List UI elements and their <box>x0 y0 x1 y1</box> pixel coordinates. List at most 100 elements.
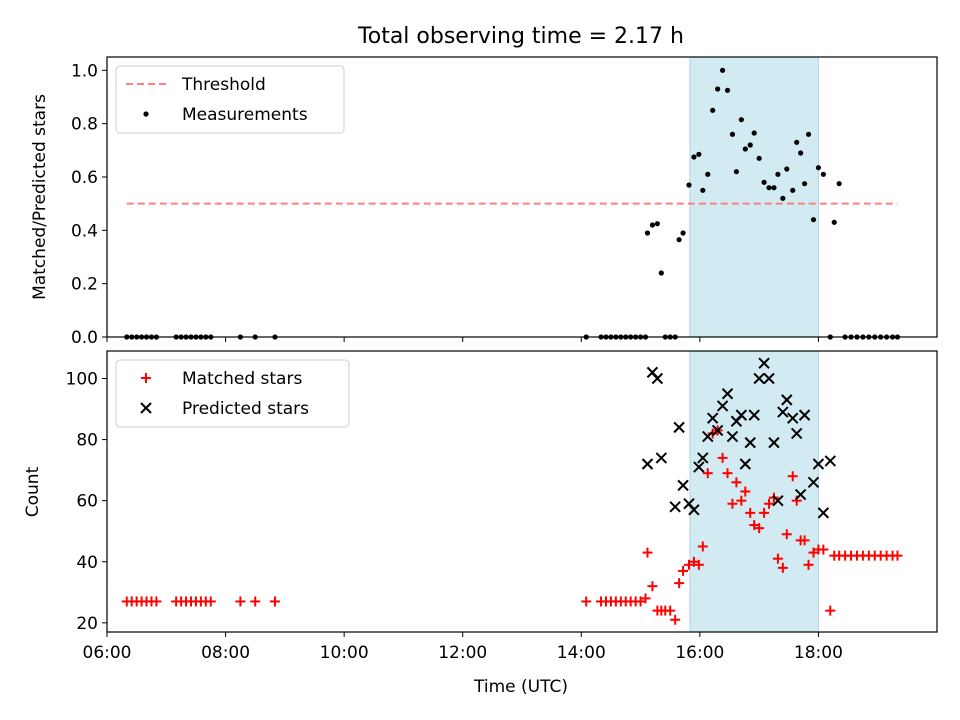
x-diag-2 <box>739 458 752 470</box>
legend-predicted-marker <box>140 402 152 414</box>
predicted-point <box>753 372 765 385</box>
top-y-tick-label: 0.4 <box>71 221 98 241</box>
x-tick-label: 08:00 <box>201 643 250 663</box>
x-diag-2 <box>688 504 700 516</box>
matched-point <box>781 529 792 540</box>
x-diag-2 <box>693 461 705 473</box>
measurement-point <box>738 117 744 123</box>
matched-point <box>727 498 738 509</box>
measurement-point <box>705 171 711 177</box>
bottom-y-tick-label: 20 <box>76 614 98 634</box>
top-y-tick-label: 0.0 <box>71 328 98 348</box>
bottom-y-tick-label: 60 <box>76 492 98 512</box>
x-diag-2 <box>706 412 719 424</box>
matched-point <box>759 507 770 518</box>
predicted-point <box>693 461 705 473</box>
measurement-point <box>798 150 804 156</box>
matched-point <box>250 596 261 607</box>
matched-point <box>787 471 798 482</box>
matched-point <box>803 559 814 570</box>
bottom-axes-frame <box>106 350 938 633</box>
measurement-point <box>724 87 731 93</box>
x-diag-2 <box>794 488 807 501</box>
measurement-point <box>780 195 786 201</box>
matched-point <box>825 605 836 616</box>
predicted-point <box>651 372 664 385</box>
matched-point <box>640 593 651 604</box>
predicted-point <box>812 458 825 470</box>
x-diag-2 <box>669 501 681 513</box>
predicted-point <box>824 455 836 467</box>
predicted-point <box>748 409 760 421</box>
bottom-y-axis-label: Count <box>23 466 43 517</box>
measurement-point <box>820 171 826 177</box>
measurement-point <box>680 230 686 236</box>
predicted-point <box>817 507 830 519</box>
measurement-point <box>790 187 796 193</box>
x-diag-2 <box>758 357 770 369</box>
x-tick-label: 18:00 <box>794 643 843 663</box>
x-diag-2 <box>641 458 654 470</box>
x-diag-2 <box>716 400 729 412</box>
x-tick-label: 10:00 <box>320 643 369 663</box>
predicted-point <box>781 394 793 406</box>
predicted-point <box>794 488 807 501</box>
matched-point <box>702 468 713 479</box>
top-y-tick-label: 0.2 <box>71 275 98 295</box>
x-diag-2 <box>807 476 820 489</box>
bottom-y-tick-label: 40 <box>76 553 98 573</box>
predicted-point <box>669 501 681 513</box>
x-diag-2 <box>702 430 714 443</box>
predicted-point <box>655 452 668 464</box>
bottom-series-matched-stars <box>121 425 903 625</box>
matched-point <box>697 541 708 552</box>
top-y-tick-label: 0.8 <box>71 115 98 135</box>
x-diag-2 <box>777 406 789 418</box>
measurement-point <box>658 270 664 276</box>
x-tick-label: 14:00 <box>557 643 606 663</box>
x-diag-2 <box>677 479 689 492</box>
measurement-point <box>644 230 651 236</box>
bottom-y-tick-label: 80 <box>76 431 98 451</box>
legend-label: Measurements <box>182 105 308 125</box>
predicted-point <box>763 372 775 385</box>
predicted-point <box>673 421 685 434</box>
measurement-point <box>815 165 822 171</box>
measurement-point <box>805 131 812 137</box>
measurement-point <box>801 181 808 187</box>
matched-point <box>674 578 685 589</box>
x-diag-2 <box>798 409 811 421</box>
matched-point <box>269 596 280 607</box>
measurement-point <box>831 219 837 225</box>
measurement-point <box>729 131 736 137</box>
matched-point <box>892 550 903 561</box>
measurement-point <box>654 221 660 227</box>
top-y-tick-label: 1.0 <box>71 61 98 81</box>
legend-measurement-marker <box>143 111 149 117</box>
measurement-point <box>784 166 790 172</box>
predicted-point <box>744 436 756 449</box>
measurement-point <box>719 67 726 73</box>
x-diag-2 <box>683 498 695 510</box>
measurement-point <box>747 142 753 148</box>
matched-point <box>799 535 810 546</box>
predicted-point <box>772 494 784 507</box>
matched-point <box>670 614 681 625</box>
legend-box <box>115 359 350 428</box>
predicted-point <box>697 452 709 464</box>
matched-point <box>642 547 653 558</box>
measurement-point <box>775 171 781 177</box>
x-diag-2 <box>824 455 836 467</box>
predicted-point <box>702 430 714 443</box>
matched-point <box>777 562 788 573</box>
top-panel: 0.0 0.2 0.4 0.6 0.8 1.0 Threshold Measurements <box>71 56 938 348</box>
predicted-point <box>768 436 780 449</box>
measurement-point <box>756 155 762 161</box>
matched-point <box>731 477 742 488</box>
predicted-point <box>688 504 700 516</box>
predicted-point <box>739 458 752 470</box>
x-tick-label: 06:00 <box>83 643 132 663</box>
top-y-axis-label: Matched/Predicted stars <box>30 94 50 300</box>
x-diag-2 <box>768 436 780 449</box>
x-diag-2 <box>817 507 830 519</box>
